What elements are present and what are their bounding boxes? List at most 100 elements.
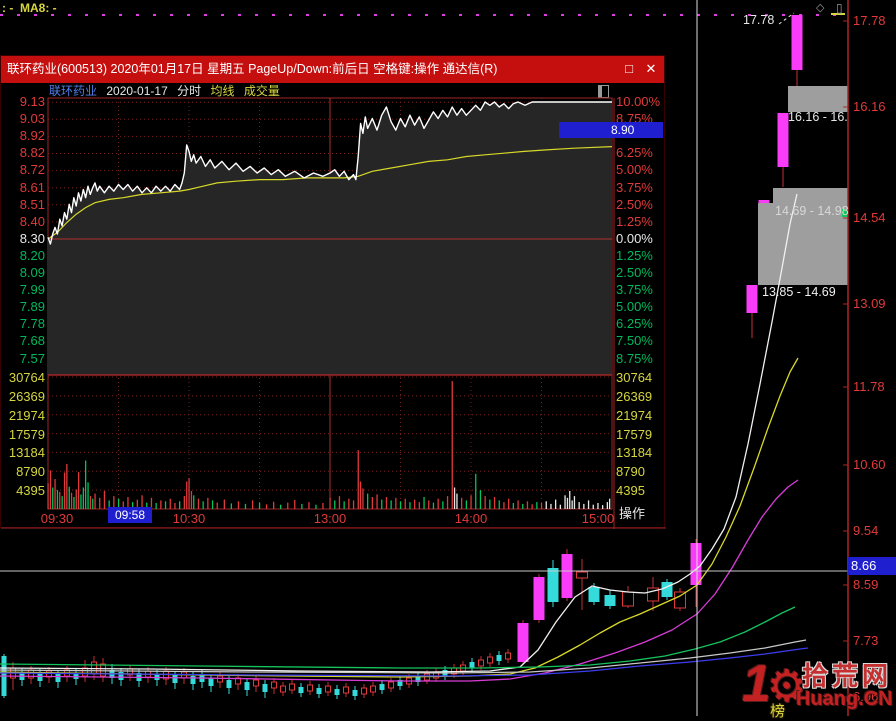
volume-bar — [183, 496, 185, 509]
time-axis-label[interactable]: 14:00 — [454, 511, 488, 526]
volume-bar — [428, 500, 430, 509]
volume-bar — [453, 487, 456, 509]
candle-body — [316, 688, 322, 694]
candle-body — [298, 687, 304, 693]
volume-bar — [381, 499, 383, 509]
view-mode-label[interactable]: 分时 — [177, 84, 202, 98]
candle-body — [325, 685, 331, 693]
volume-bar — [609, 498, 611, 509]
volume-bar — [564, 495, 566, 509]
ma-toggle-label[interactable]: 均线 — [210, 84, 235, 98]
volume-bar — [113, 496, 115, 509]
volume-bar — [73, 497, 75, 509]
percent-axis-label: 10.00% — [616, 94, 661, 109]
intraday-popup-window: 联环药业(600513) 2020年01月17日 星期五 PageUp/Down… — [0, 55, 666, 529]
volume-bar — [418, 502, 420, 509]
volume-bar — [237, 501, 240, 509]
volume-bar — [141, 495, 143, 509]
volume-bar — [432, 502, 435, 509]
volume-axis-label-left: 17579 — [8, 426, 45, 442]
volume-axis-label-left: 4395 — [16, 483, 45, 499]
volume-axis-label-right: 13184 — [616, 445, 653, 461]
intraday-avg-line — [47, 146, 613, 240]
volume-axis-label-right: 17579 — [616, 426, 653, 442]
volume-bar — [371, 497, 373, 509]
volume-bar — [338, 496, 341, 509]
candle-body — [208, 678, 214, 686]
percent-axis-label: 3.75% — [616, 179, 653, 195]
candle-body — [289, 683, 295, 691]
popup-title-bar[interactable]: 联环药业(600513) 2020年01月17日 星期五 PageUp/Down… — [1, 56, 664, 83]
volume-bar — [451, 381, 453, 509]
percent-axis-label: 1.25% — [616, 213, 653, 229]
percent-axis-label: 6.25% — [616, 316, 653, 332]
action-button[interactable]: 操作 — [619, 506, 646, 521]
volume-bar — [508, 498, 510, 509]
volume-bar — [169, 498, 171, 509]
time-axis-label[interactable]: 13:00 — [313, 511, 347, 526]
volume-bar — [489, 499, 491, 509]
percent-axis-label: 6.25% — [616, 145, 653, 161]
volume-bar — [56, 490, 59, 509]
time-axis-label[interactable]: 10:30 — [172, 511, 206, 526]
time-axis-label[interactable]: 09:30 — [40, 511, 74, 526]
volume-axis-label-left: 26369 — [8, 388, 45, 404]
stock-name: 联环药业 — [49, 84, 98, 98]
candle-body — [217, 675, 223, 683]
volume-bar — [92, 498, 94, 509]
volume-toggle-label[interactable]: 成交量 — [243, 84, 280, 98]
volume-bar — [536, 502, 538, 509]
annotation-gap-low: 13.85 - 14.69 — [762, 285, 836, 299]
volume-bar — [578, 502, 580, 509]
volume-bar — [251, 500, 254, 509]
volume-bar — [164, 501, 167, 509]
price-axis-label: 9.13 — [19, 94, 45, 109]
intraday-cursor-price-tag: 8.90 — [559, 122, 663, 138]
price-axis-label: 9.03 — [19, 111, 45, 127]
volume-bar — [602, 505, 604, 509]
volume-bar — [202, 501, 204, 509]
volume-bar — [174, 503, 176, 509]
volume-bar — [85, 460, 87, 509]
volume-bar — [94, 493, 96, 509]
volume-bar — [359, 481, 362, 509]
volume-bar — [75, 489, 77, 509]
volume-bar — [550, 503, 552, 509]
volume-bar — [329, 497, 331, 509]
volume-bar — [442, 501, 444, 509]
candle-body — [100, 663, 106, 677]
candle-body — [280, 685, 286, 693]
chart-tool-diamond-icon[interactable]: ◇ — [816, 2, 825, 14]
candle-body — [73, 673, 79, 679]
volume-bar — [52, 487, 54, 509]
daily-axis-label: 10.60 — [853, 457, 886, 472]
volume-bar — [498, 500, 500, 509]
candle-body — [690, 543, 702, 585]
price-axis-label: 8.20 — [19, 247, 45, 263]
volume-bar — [59, 491, 61, 509]
volume-bar — [493, 497, 496, 509]
price-axis-label: 8.09 — [19, 265, 45, 280]
volume-bar — [367, 493, 369, 509]
chart-tool-page-icon[interactable]: ▯ — [836, 1, 843, 15]
candle-body — [505, 652, 511, 660]
volume-bar — [540, 503, 543, 509]
close-button[interactable]: ✕ — [645, 61, 657, 76]
volume-bar — [423, 497, 425, 509]
volume-bar — [606, 502, 608, 509]
daily-axis-label: 13.09 — [853, 296, 886, 311]
annotation-gap-high: 16.16 - 16.9 — [788, 110, 848, 124]
daily-axis-label: 11.78 — [853, 379, 885, 394]
volume-bar — [385, 497, 388, 509]
candle-body — [379, 684, 385, 690]
gap-zone-box — [788, 86, 848, 112]
price-axis-label: 7.68 — [19, 333, 45, 349]
maximize-button[interactable]: □ — [625, 61, 633, 76]
volume-bar — [70, 492, 73, 509]
daily-axis-label: 7.73 — [853, 633, 879, 648]
price-axis-label: 8.30 — [19, 230, 45, 246]
price-axis-label: 8.92 — [19, 128, 45, 144]
time-axis-label[interactable]: 15:00 — [581, 511, 615, 526]
candle-body — [533, 577, 545, 620]
volume-bar — [301, 503, 303, 509]
